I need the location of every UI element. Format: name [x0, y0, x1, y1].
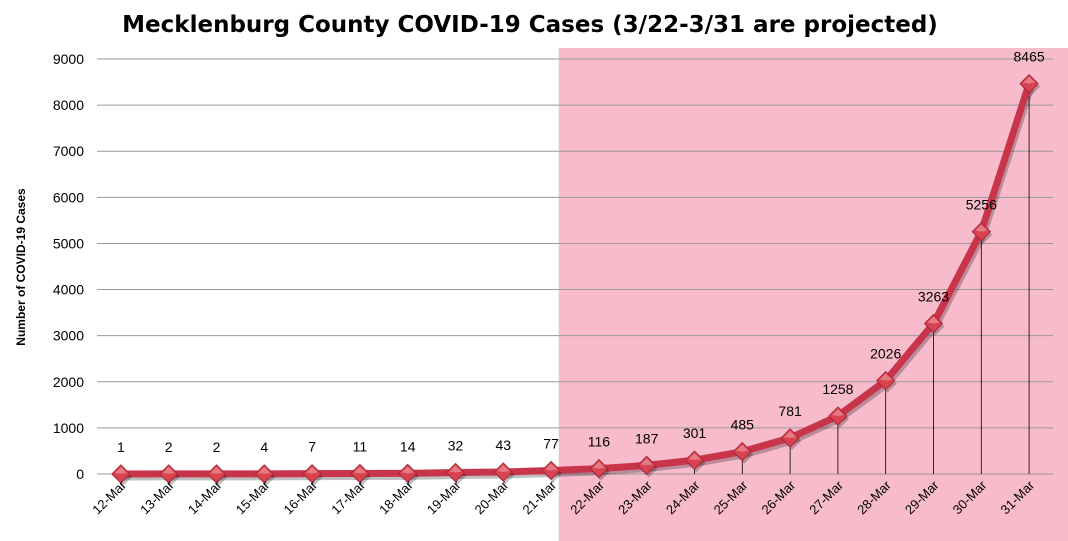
y-tick-label: 2000 [53, 374, 84, 390]
y-axis-ticks: 0 1000 2000 3000 4000 5000 6000 7000 8000 9000 [53, 51, 84, 482]
x-tick-label: 15-Mar [233, 477, 273, 517]
y-tick-label: 9000 [53, 51, 84, 67]
data-label: 301 [683, 425, 707, 441]
x-tick-label: 20-Mar [472, 477, 512, 517]
data-point-marker [111, 464, 132, 486]
data-point-marker [493, 462, 515, 485]
data-label: 187 [635, 430, 659, 446]
x-tick-label: 12-Mar [89, 477, 129, 517]
data-label: 2 [165, 439, 173, 455]
data-label: 43 [496, 437, 512, 453]
y-tick-label: 1000 [53, 420, 84, 436]
data-label: 1258 [822, 381, 853, 397]
y-tick-label: 4000 [53, 282, 84, 298]
chart-title: Mecklenburg County COVID-19 Cases (3/22-… [122, 12, 938, 38]
data-label: 4 [260, 439, 268, 455]
data-point-marker [350, 463, 371, 486]
data-point-marker [971, 221, 993, 244]
gridlines [97, 58, 1053, 475]
y-tick-label: 5000 [53, 235, 84, 251]
data-point-marker [397, 463, 419, 486]
data-point-marker [684, 450, 706, 473]
x-tick-label: 17-Mar [328, 477, 368, 517]
data-label: 7 [308, 439, 316, 455]
data-point-marker [589, 458, 610, 481]
data-label: 32 [448, 438, 464, 454]
y-tick-label: 0 [76, 466, 84, 482]
data-label: 1 [117, 439, 125, 455]
data-label: 2 [213, 439, 221, 455]
data-point-marker [541, 460, 563, 483]
x-tick-label: 16-Mar [280, 477, 320, 517]
x-tick-label: 14-Mar [185, 477, 225, 517]
y-axis-label: Number of COVID-19 Cases [14, 188, 28, 346]
data-point-marker [923, 313, 945, 336]
x-tick-label: 19-Mar [424, 477, 464, 517]
markers [111, 73, 1041, 486]
data-label: 3263 [918, 289, 949, 305]
data-point-marker [1019, 73, 1041, 96]
data-point-marker [828, 406, 849, 428]
data-label: 485 [731, 417, 755, 433]
data-label: 116 [588, 434, 611, 450]
data-point-marker [636, 455, 658, 478]
data-label: 77 [543, 435, 559, 451]
data-point-marker [780, 428, 802, 450]
data-label: 5256 [966, 197, 997, 213]
x-tick-label: 18-Mar [376, 477, 416, 517]
data-point-marker [158, 464, 180, 486]
x-tick-label: 13-Mar [137, 477, 177, 517]
data-label: 11 [353, 438, 368, 454]
data-label: 14 [400, 438, 416, 454]
data-label: 8465 [1014, 49, 1045, 65]
y-tick-label: 3000 [53, 328, 84, 344]
data-label: 2026 [870, 346, 901, 362]
x-tick-label: 21-Mar [519, 477, 559, 517]
y-tick-label: 6000 [53, 189, 84, 205]
data-point-marker [254, 464, 276, 486]
data-point-marker [875, 370, 897, 393]
y-tick-label: 7000 [53, 143, 84, 159]
data-point-marker [302, 463, 324, 486]
data-labels: 1 2 2 4 7 11 14 32 43 77 116 187 301 485 781 1258 2026 32… [117, 49, 1045, 455]
y-tick-label: 8000 [53, 97, 84, 113]
data-label: 781 [778, 403, 802, 419]
data-point-marker [206, 464, 228, 486]
data-point-marker [732, 441, 754, 464]
data-point-marker [445, 462, 467, 485]
